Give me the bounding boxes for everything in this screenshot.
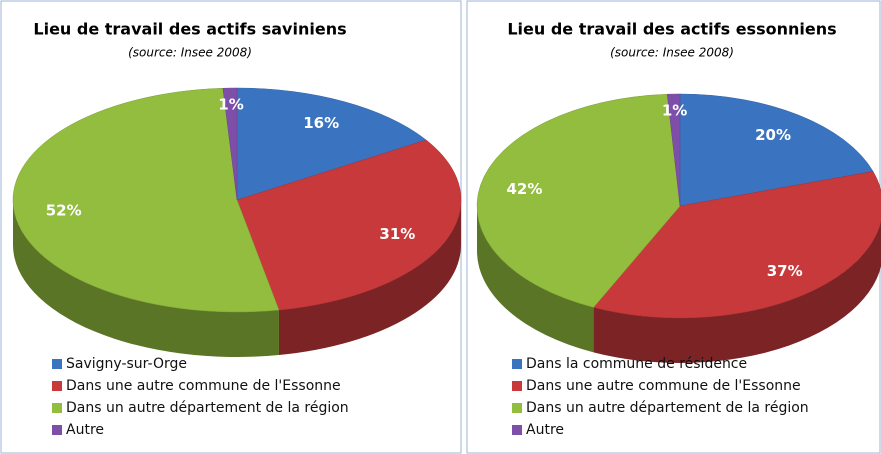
data-label: 16% <box>303 114 339 132</box>
pie-side <box>477 206 594 353</box>
legend-swatch <box>52 403 62 413</box>
pie-side <box>278 200 462 356</box>
chart-title: Lieu de travail des actifs saviniens <box>33 20 346 39</box>
pie-slice <box>222 87 238 201</box>
pie-side <box>593 221 881 363</box>
chart-title: Lieu de travail des actifs essonniens <box>507 20 836 39</box>
pie-slice <box>593 171 881 319</box>
legend-swatch <box>512 381 522 391</box>
legend-swatch <box>512 403 522 413</box>
legend-label: Autre <box>66 422 104 438</box>
data-label: 20% <box>755 126 791 144</box>
data-label: 1% <box>218 95 243 113</box>
pie-side <box>13 200 279 357</box>
legend-label: Dans une autre commune de l'Essonne <box>66 378 341 394</box>
data-label: 1% <box>662 101 687 119</box>
data-label: 42% <box>507 180 543 198</box>
pie-slice <box>476 93 681 308</box>
pie-slice <box>236 87 427 201</box>
pie-slice <box>236 139 462 311</box>
legend-swatch <box>52 425 62 435</box>
legend-swatch <box>52 359 62 369</box>
data-label: 31% <box>379 225 415 243</box>
legend-label: Autre <box>526 422 564 438</box>
data-label: 37% <box>767 262 803 280</box>
legend-swatch <box>52 381 62 391</box>
chart-subtitle: (source: Insee 2008) <box>128 46 252 60</box>
legend-label: Dans un autre département de la région <box>526 400 809 416</box>
chart-subtitle: (source: Insee 2008) <box>610 46 734 60</box>
pie-slice <box>12 87 280 313</box>
legend-label: Dans une autre commune de l'Essonne <box>526 378 801 394</box>
pie-slice <box>666 93 681 207</box>
pie-slice <box>679 93 874 207</box>
legend-label: Savigny-sur-Orge <box>66 356 187 372</box>
legend-swatch <box>512 425 522 435</box>
data-label: 52% <box>46 201 82 219</box>
legend-swatch <box>512 359 522 369</box>
legend-label: Dans la commune de résidence <box>526 356 747 372</box>
legend-label: Dans un autre département de la région <box>66 400 349 416</box>
